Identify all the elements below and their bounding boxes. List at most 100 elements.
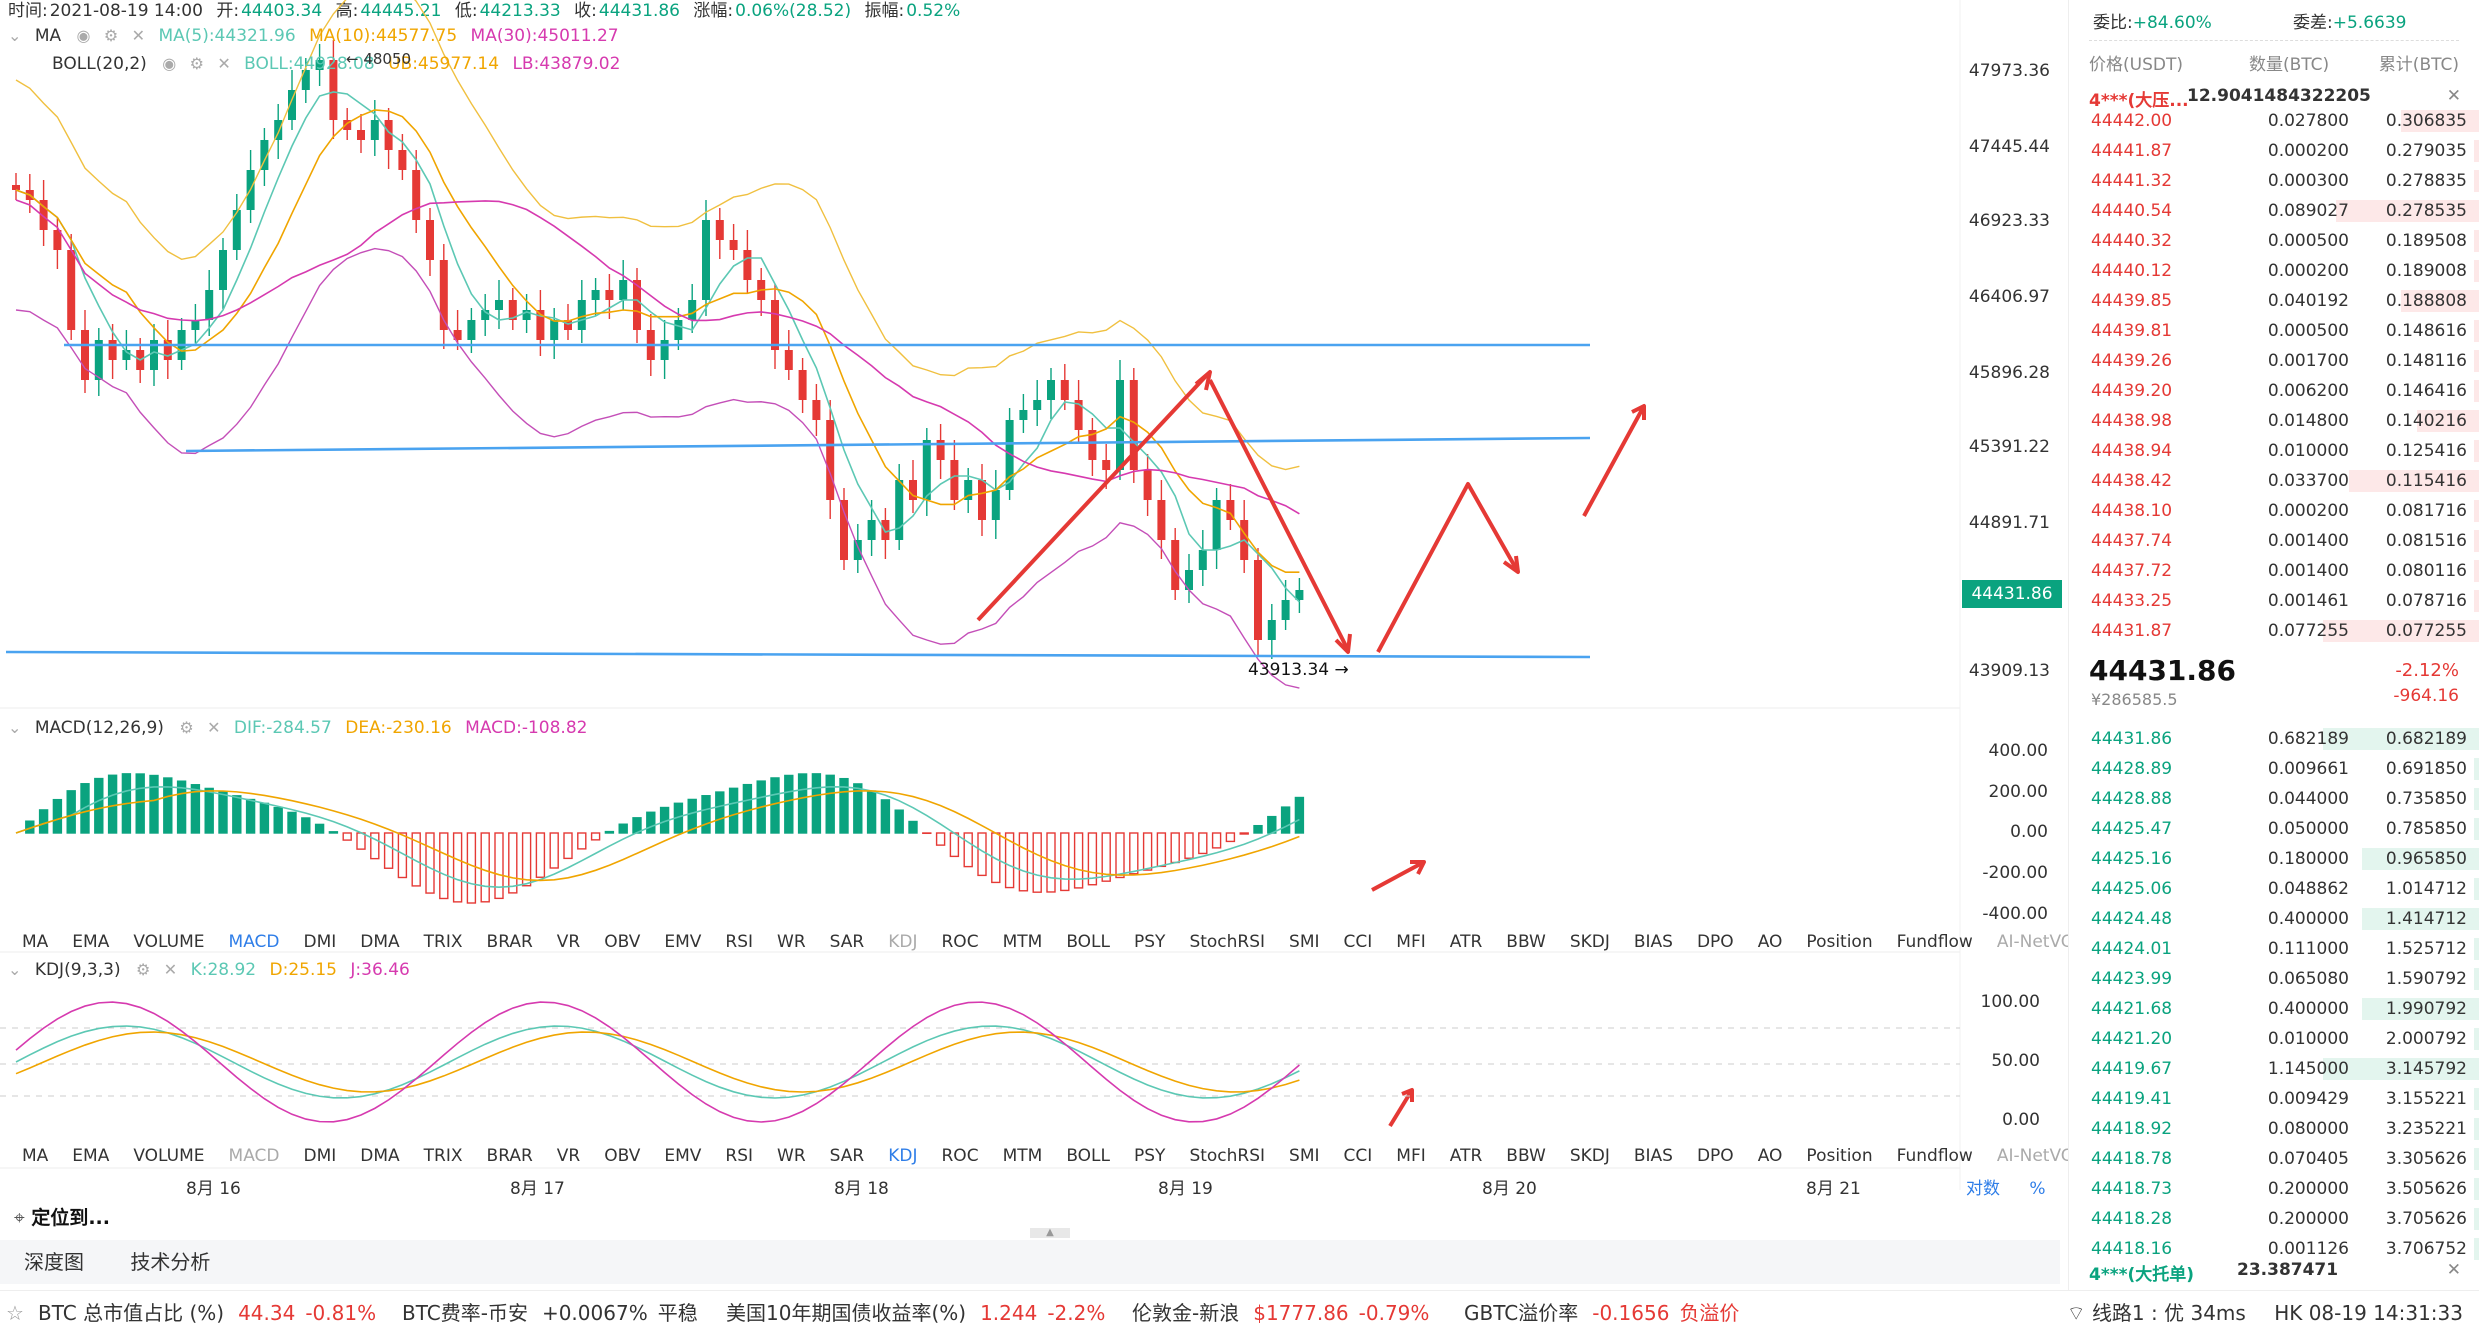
settings-icon[interactable]: ⚙ [136,960,151,979]
indicator-tab-rsi[interactable]: RSI [725,1146,754,1166]
indicator-tab-mtm[interactable]: MTM [1002,1146,1043,1166]
indicator-tab-kdj[interactable]: KDJ [888,1146,918,1166]
ask-row[interactable]: 44439.26 0.001700 0.148116 [2069,346,2479,376]
ask-row[interactable]: 44437.72 0.001400 0.080116 [2069,556,2479,586]
indicator-tab-kdj[interactable]: KDJ [888,932,918,952]
indicator-tab-skdj[interactable]: SKDJ [1569,1146,1610,1166]
indicator-tab-vr[interactable]: VR [556,1146,581,1166]
bid-row[interactable]: 44425.06 0.048862 1.014712 [2069,874,2479,904]
ask-row[interactable]: 44440.12 0.000200 0.189008 [2069,256,2479,286]
settings-icon[interactable]: ⚙ [103,26,119,45]
indicator-tab-volume[interactable]: VOLUME [133,1146,205,1166]
bid-row[interactable]: 44425.16 0.180000 0.965850 [2069,844,2479,874]
indicator-tab-stochrsi[interactable]: StochRSI [1189,1146,1266,1166]
indicator-tab-emv[interactable]: EMV [664,932,702,952]
indicator-tab-ema[interactable]: EMA [72,1146,110,1166]
bid-row[interactable]: 44418.78 0.070405 3.305626 [2069,1144,2479,1174]
indicator-tab-bbw[interactable]: BBW [1506,932,1546,952]
ticker-item[interactable]: BTC 总市值占比 (%) 44.34 -0.81% [38,1291,386,1334]
ask-row[interactable]: 44433.25 0.001461 0.078716 [2069,586,2479,616]
ticker-item[interactable]: BTC费率-币安 +0.0067% 平稳 [402,1291,698,1334]
indicator-tab-emv[interactable]: EMV [664,1146,702,1166]
indicator-tab-macd[interactable]: MACD [228,1146,280,1166]
indicator-tab-roc[interactable]: ROC [941,1146,979,1166]
indicator-tab-sar[interactable]: SAR [829,1146,865,1166]
indicator-tab-position[interactable]: Position [1806,1146,1873,1166]
indicator-tab-dma[interactable]: DMA [360,1146,400,1166]
ask-row[interactable]: 44442.00 0.027800 0.306835 [2069,106,2479,136]
indicator-tab-atr[interactable]: ATR [1449,932,1483,952]
indicator-tab-macd[interactable]: MACD [228,932,280,952]
ask-row[interactable]: 44431.87 0.077255 0.077255 [2069,616,2479,646]
tab-technical-analysis[interactable]: 技术分析 [130,1250,211,1274]
bid-row[interactable]: 44428.88 0.044000 0.735850 [2069,784,2479,814]
indicator-tab-vr[interactable]: VR [556,932,581,952]
eye-icon[interactable]: ◉ [76,26,91,45]
indicator-tab-skdj[interactable]: SKDJ [1569,932,1610,952]
ask-row[interactable]: 44440.54 0.089027 0.278535 [2069,196,2479,226]
indicator-tab-dpo[interactable]: DPO [1696,932,1734,952]
bid-row[interactable]: 44418.73 0.200000 3.505626 [2069,1174,2479,1204]
bid-row[interactable]: 44419.41 0.009429 3.155221 [2069,1084,2479,1114]
indicator-tab-boll[interactable]: BOLL [1066,932,1110,952]
eye-icon[interactable]: ◉ [162,54,177,73]
indicator-tab-volume[interactable]: VOLUME [133,932,205,952]
drag-handle-icon[interactable]: ▲ [1030,1228,1070,1238]
ask-row[interactable]: 44440.32 0.000500 0.189508 [2069,226,2479,256]
ticker-item[interactable]: 美国10年期国债收益率(%) 1.244 -2.2% [726,1291,1115,1334]
bid-row[interactable]: 44431.86 0.682189 0.682189 [2069,724,2479,754]
ask-row[interactable]: 44439.85 0.040192 0.188808 [2069,286,2479,316]
indicator-tab-dmi[interactable]: DMI [303,1146,337,1166]
indicator-tab-bias[interactable]: BIAS [1633,932,1673,952]
indicator-tab-mfi[interactable]: MFI [1396,1146,1426,1166]
bid-row[interactable]: 44419.67 1.145000 3.145792 [2069,1054,2479,1084]
indicator-tab-mfi[interactable]: MFI [1396,932,1426,952]
indicator-tab-ema[interactable]: EMA [72,932,110,952]
indicator-tab-ma[interactable]: MA [22,1146,49,1166]
bid-row[interactable]: 44421.68 0.400000 1.990792 [2069,994,2479,1024]
settings-icon[interactable]: ⚙ [189,54,204,73]
indicator-tab-psy[interactable]: PSY [1134,932,1166,952]
bid-row[interactable]: 44424.01 0.111000 1.525712 [2069,934,2479,964]
indicator-tab-atr[interactable]: ATR [1449,1146,1483,1166]
scale-percent-button[interactable]: % [2029,1179,2046,1199]
ask-row[interactable]: 44438.94 0.010000 0.125416 [2069,436,2479,466]
indicator-tab-ao[interactable]: AO [1757,932,1783,952]
big-ask-row[interactable]: 4***(大压... 12.9041484322205 ✕ [2069,86,2479,112]
close-icon[interactable]: ✕ [131,26,146,45]
indicator-tab-dma[interactable]: DMA [360,932,400,952]
indicator-tab-fundflow[interactable]: Fundflow [1896,932,1973,952]
ask-row[interactable]: 44441.32 0.000300 0.278835 [2069,166,2479,196]
indicator-tab-position[interactable]: Position [1806,932,1873,952]
close-icon[interactable]: ✕ [163,960,178,979]
ask-row[interactable]: 44439.81 0.000500 0.148616 [2069,316,2479,346]
close-icon[interactable]: ✕ [2446,1260,2461,1280]
indicator-tab-smi[interactable]: SMI [1289,1146,1320,1166]
indicator-tab-trix[interactable]: TRIX [423,1146,463,1166]
indicator-tab-dpo[interactable]: DPO [1696,1146,1734,1166]
collapse-chevron-icon[interactable]: ⌄ [8,26,22,45]
close-icon[interactable]: ✕ [207,718,221,737]
locate-bar[interactable]: ⌖ 定位到... [0,1198,2060,1238]
bid-row[interactable]: 44418.92 0.080000 3.235221 [2069,1114,2479,1144]
chart-canvas[interactable] [0,0,2060,1200]
big-bid-row[interactable]: 4***(大托单) 23.387471 ✕ [2069,1260,2479,1286]
ask-row[interactable]: 44438.42 0.033700 0.115416 [2069,466,2479,496]
bid-row[interactable]: 44424.48 0.400000 1.414712 [2069,904,2479,934]
indicator-tab-rsi[interactable]: RSI [725,932,754,952]
ask-row[interactable]: 44441.87 0.000200 0.279035 [2069,136,2479,166]
indicator-tab-obv[interactable]: OBV [604,1146,641,1166]
collapse-chevron-icon[interactable]: ⌄ [8,960,22,979]
indicator-tab-bias[interactable]: BIAS [1633,1146,1673,1166]
bid-row[interactable]: 44423.99 0.065080 1.590792 [2069,964,2479,994]
indicator-tab-ai-netvol[interactable]: AI-NetVOL [1996,1146,2084,1166]
indicator-tab-ao[interactable]: AO [1757,1146,1783,1166]
bid-row[interactable]: 44425.47 0.050000 0.785850 [2069,814,2479,844]
bid-row[interactable]: 44428.89 0.009661 0.691850 [2069,754,2479,784]
indicator-tab-mtm[interactable]: MTM [1002,932,1043,952]
indicator-tab-cci[interactable]: CCI [1343,1146,1373,1166]
indicator-tab-boll[interactable]: BOLL [1066,1146,1110,1166]
ask-row[interactable]: 44438.10 0.000200 0.081716 [2069,496,2479,526]
indicator-tab-fundflow[interactable]: Fundflow [1896,1146,1973,1166]
ask-row[interactable]: 44439.20 0.006200 0.146416 [2069,376,2479,406]
